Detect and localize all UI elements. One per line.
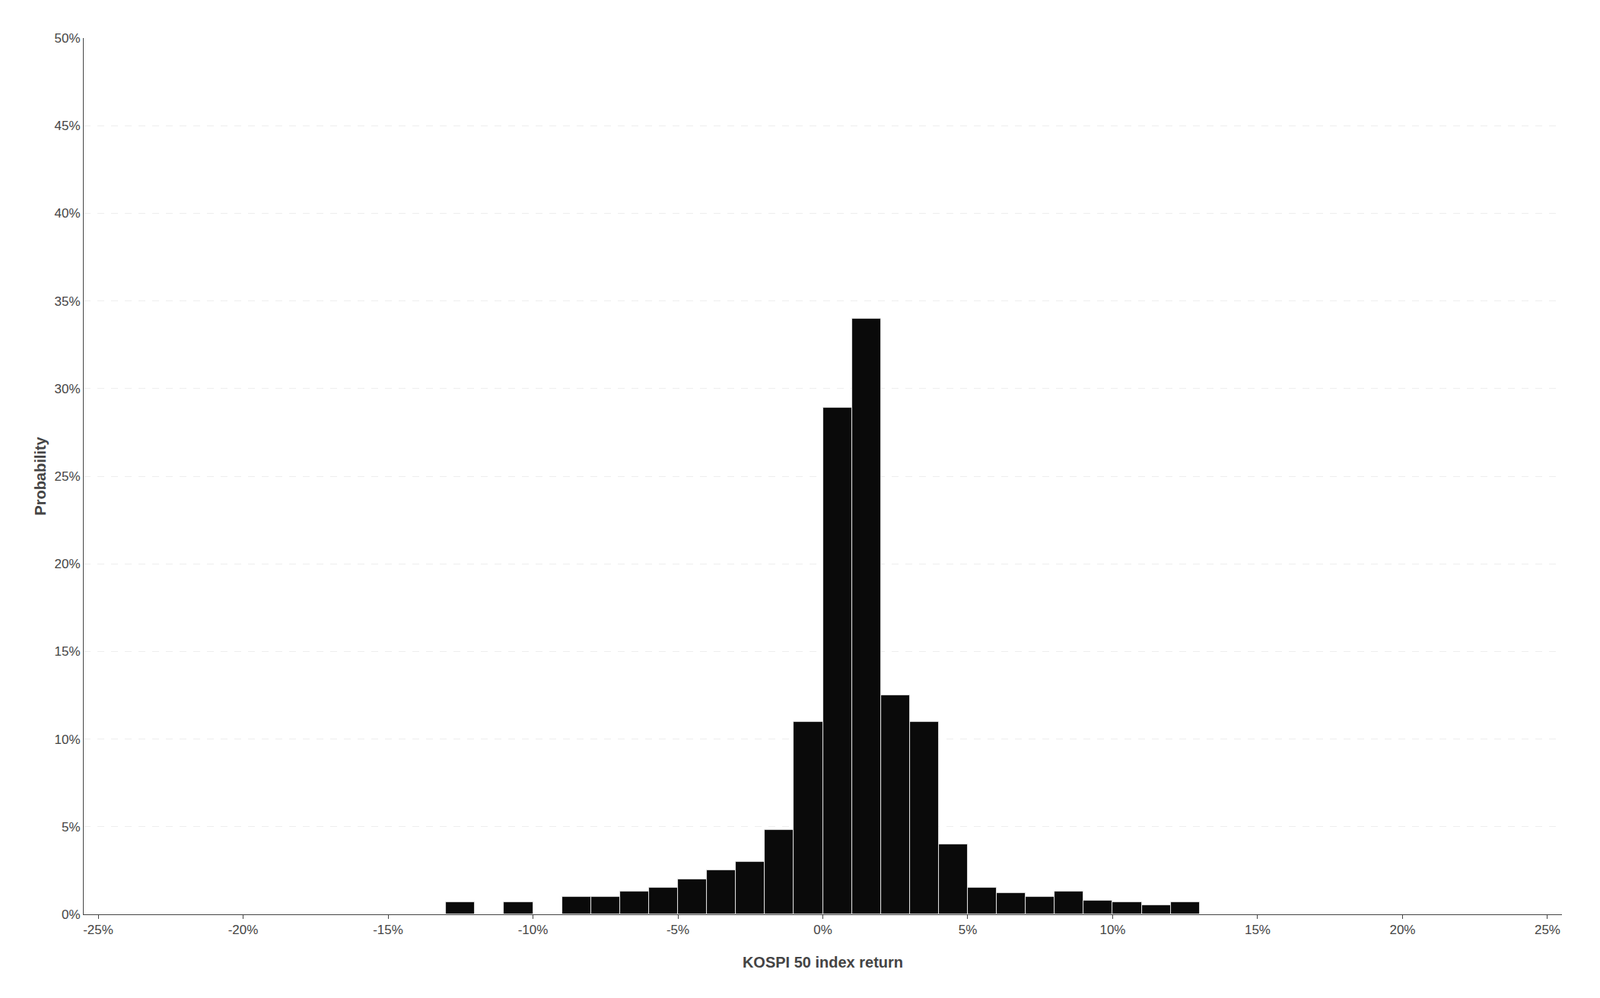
svg-text:0%: 0% [813, 922, 833, 938]
svg-text:-20%: -20% [228, 922, 259, 938]
svg-text:30%: 30% [54, 381, 81, 397]
svg-text:5%: 5% [958, 922, 978, 938]
svg-text:10%: 10% [54, 732, 81, 748]
svg-text:KOSPI 50 index return: KOSPI 50 index return [742, 954, 904, 971]
svg-text:35%: 35% [54, 294, 81, 309]
svg-text:15%: 15% [1244, 922, 1271, 938]
svg-text:0%: 0% [61, 907, 81, 923]
svg-text:-5%: -5% [666, 922, 690, 938]
svg-text:25%: 25% [54, 469, 81, 484]
svg-text:-10%: -10% [518, 922, 549, 938]
svg-text:20%: 20% [1389, 922, 1416, 938]
svg-text:45%: 45% [54, 118, 81, 134]
svg-text:40%: 40% [54, 206, 81, 221]
svg-text:-15%: -15% [372, 922, 404, 938]
svg-text:15%: 15% [54, 644, 81, 659]
svg-text:Probability: Probability [31, 435, 49, 516]
svg-text:5%: 5% [61, 820, 81, 835]
svg-text:20%: 20% [54, 556, 81, 572]
svg-text:-25%: -25% [82, 922, 114, 938]
svg-text:50%: 50% [54, 31, 81, 46]
svg-text:10%: 10% [1099, 922, 1126, 938]
svg-text:25%: 25% [1534, 922, 1561, 938]
